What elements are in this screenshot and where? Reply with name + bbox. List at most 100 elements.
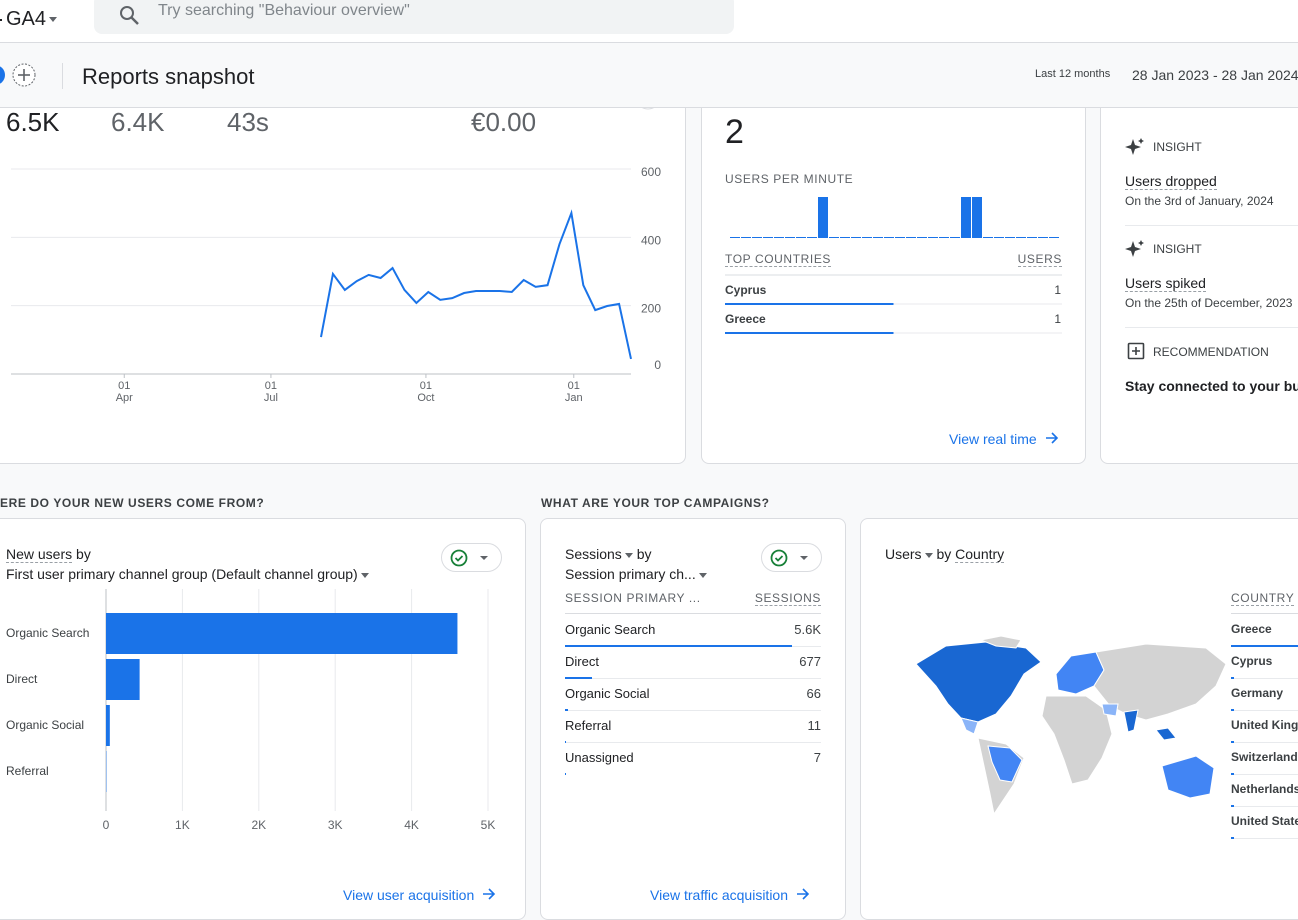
bar: [741, 237, 751, 238]
y-tick-label: 200: [641, 302, 661, 316]
share-bar: [565, 709, 568, 711]
bar: [1027, 237, 1037, 238]
bar: [906, 237, 916, 238]
insight-icon: [1125, 239, 1145, 264]
y-tick-label: 0: [654, 358, 661, 372]
dimension[interactable]: Session primary ch...: [565, 566, 707, 582]
product: GA4: [6, 8, 57, 30]
bar: [862, 237, 872, 238]
y-tick-label: 600: [641, 165, 661, 179]
category-label: Direct: [6, 672, 38, 686]
search-box[interactable]: Try searching "Behaviour overview": [94, 0, 734, 34]
row-rule: [1231, 678, 1298, 679]
row-rule: [1231, 710, 1298, 711]
share-bar: [565, 773, 566, 775]
section-title: WHAT ARE YOUR TOP CAMPAIGNS?: [541, 496, 770, 510]
metric-text: Sessions: [565, 546, 622, 562]
country-name: Germany: [1231, 686, 1283, 700]
insight-tag: INSIGHT: [1153, 140, 1202, 154]
country-name: Netherlands: [1231, 782, 1298, 796]
x-tick-label: 01: [420, 380, 432, 392]
page: { "header": { "product": "GA4", "search_…: [0, 0, 1298, 901]
property-selector[interactable]: GA4: [0, 8, 57, 31]
share-bar: [725, 303, 894, 305]
acquisition-card: New users by First user primary channel …: [0, 518, 526, 920]
bar: [961, 197, 971, 238]
divider: [1125, 327, 1298, 328]
metric[interactable]: Sessions: [565, 546, 633, 562]
country-users: 1: [1054, 312, 1061, 326]
bar: [950, 237, 960, 238]
country-users: 1: [1054, 283, 1061, 297]
arrow: [482, 888, 496, 900]
dimension[interactable]: Country: [955, 546, 1004, 563]
bar: [796, 237, 806, 238]
bar: [774, 237, 784, 238]
bar: [884, 237, 894, 238]
bar: [873, 237, 883, 238]
date-range[interactable]: 28 Jan 2023 - 28 Jan 2024: [1132, 67, 1298, 83]
insight-tag: INSIGHT: [1153, 242, 1202, 256]
recommendation-icon: [1127, 342, 1145, 365]
bar: [763, 237, 773, 238]
bar: [1016, 237, 1026, 238]
row-bar: [1231, 805, 1234, 807]
bar: [1005, 237, 1015, 238]
share-bar: [725, 332, 894, 334]
divider: [62, 63, 63, 89]
by: by: [637, 546, 652, 562]
metric-value: €0.00: [471, 107, 536, 137]
bar: [917, 237, 927, 238]
compare-pill[interactable]: [761, 543, 823, 573]
date-range-label: Last 12 months: [1035, 68, 1110, 80]
bar: [983, 237, 993, 238]
bar: [1049, 237, 1059, 238]
row-rule: [1231, 806, 1298, 807]
row-label: Unassigned: [565, 750, 634, 765]
insight-title: Users dropped: [1125, 173, 1217, 190]
toolbar-icons: [0, 55, 50, 95]
card-heading: Users by Country: [885, 546, 1004, 562]
bar: [730, 237, 740, 238]
metric-value: 43s: [227, 107, 269, 137]
country-name: Cyprus: [1231, 654, 1272, 668]
bar: [895, 237, 905, 238]
insight-detail: On the 3rd of January, 2024: [1125, 194, 1274, 208]
bar: [785, 237, 795, 238]
row-value: 677: [799, 654, 821, 669]
icon: [1125, 239, 1145, 259]
insight-tag: RECOMMENDATION: [1153, 345, 1269, 359]
bar: [106, 613, 457, 654]
row-bar: [1231, 709, 1234, 711]
x-tick-sublabel: Apr: [116, 392, 133, 404]
row-rule: [1231, 774, 1298, 775]
row-bar: [1231, 773, 1234, 775]
bar: [851, 237, 861, 238]
world-map: [906, 634, 1236, 834]
insight-icon: [1125, 137, 1145, 162]
metric-value: 6.5K: [6, 107, 60, 137]
x-tick-label: 4K: [404, 818, 419, 832]
x-tick-label: 01: [265, 380, 277, 392]
bar: [939, 237, 949, 238]
bar: [106, 659, 140, 700]
view-real-time[interactable]: View real time: [949, 431, 1059, 447]
row-label: Direct: [565, 654, 599, 669]
table-header: TOP COUNTRIES: [725, 252, 831, 267]
row-value: 66: [807, 686, 821, 701]
metric-value: 6.4K: [111, 107, 165, 137]
bar: [972, 197, 982, 238]
insights-card: INSIGHT Users dropped On the 3rd of Januar…: [1100, 80, 1298, 464]
table-rule: [1231, 613, 1298, 614]
sub-header: Reports snapshot Last 12 months 28 Jan 2…: [0, 43, 1298, 108]
category-label: Organic Social: [6, 718, 84, 732]
metric-text: Users: [885, 546, 922, 562]
metric[interactable]: Users: [885, 546, 933, 562]
share-bar: [565, 645, 792, 647]
row-rule: [1231, 838, 1298, 839]
row-label: Organic Search: [565, 622, 655, 637]
